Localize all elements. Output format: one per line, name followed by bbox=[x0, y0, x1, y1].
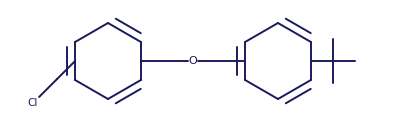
Text: Cl: Cl bbox=[28, 98, 38, 108]
Text: O: O bbox=[189, 56, 198, 66]
